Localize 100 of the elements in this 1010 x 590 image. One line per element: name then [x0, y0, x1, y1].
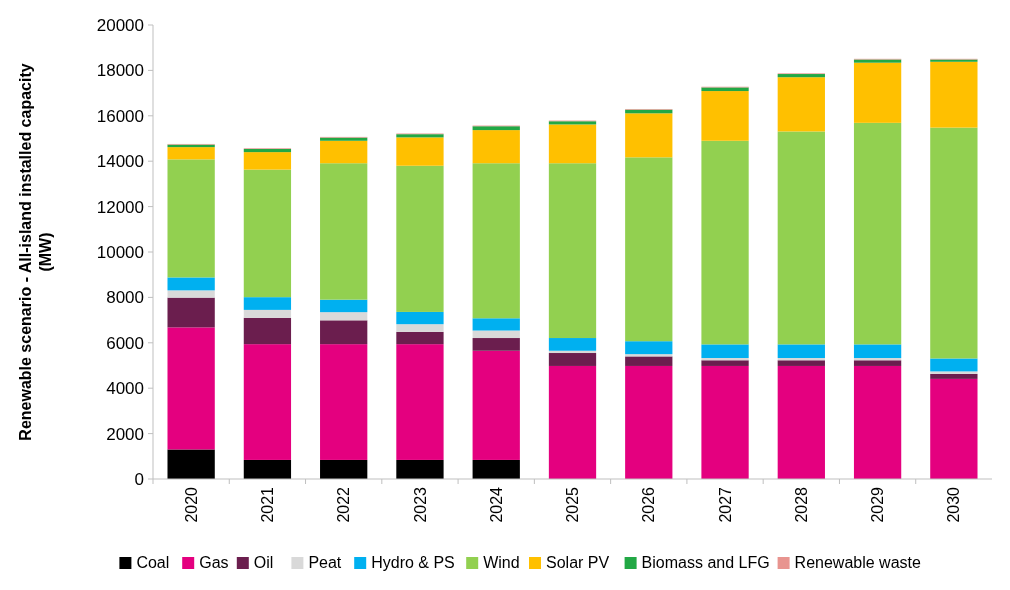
bar: [930, 373, 978, 379]
bar: [625, 356, 673, 366]
x-tick-label: 2027: [716, 486, 734, 523]
bar: [701, 91, 749, 141]
bar: [930, 371, 978, 374]
bar: [243, 169, 292, 298]
bar: [625, 365, 673, 479]
legend-label: Peat: [308, 554, 342, 571]
x-tick-label: 2025: [564, 486, 582, 523]
bar: [625, 341, 673, 355]
bar: [472, 130, 520, 164]
legend-label: Gas: [199, 554, 229, 571]
bar: [320, 299, 368, 313]
bar: [396, 165, 444, 312]
bar: [777, 360, 825, 366]
bar: [625, 157, 673, 342]
bar: [930, 127, 978, 359]
bar: [930, 61, 978, 128]
y-tick-label: 16000: [96, 106, 144, 126]
x-tick-label: 2021: [259, 486, 277, 523]
bar: [167, 449, 215, 479]
bar: [701, 365, 749, 479]
bar: [777, 77, 825, 132]
x-tick-label: 2030: [945, 486, 963, 523]
legend-label: Coal: [136, 554, 170, 571]
bar: [930, 378, 978, 479]
bar: [472, 330, 520, 339]
bar: [396, 311, 444, 325]
bar: [548, 353, 597, 366]
y-tick-label: 18000: [96, 61, 144, 81]
bar: [243, 317, 292, 345]
y-tick-label: 20000: [96, 15, 144, 35]
bar: [701, 358, 749, 361]
bar: [320, 312, 368, 321]
bar: [548, 365, 597, 479]
bar: [472, 350, 520, 460]
legend-label: Biomass and LFG: [641, 554, 770, 571]
bar: [396, 459, 444, 479]
bar: [320, 459, 368, 479]
bar: [243, 297, 292, 310]
bar: [777, 344, 825, 359]
bar: [472, 459, 520, 479]
bar: [167, 277, 215, 291]
bar: [167, 297, 215, 328]
bar: [625, 113, 673, 158]
y-tick-label: 14000: [96, 152, 144, 172]
bar: [548, 124, 597, 164]
bar: [853, 360, 902, 366]
bar: [320, 140, 368, 164]
bar: [472, 126, 520, 131]
bar: [472, 318, 520, 331]
bar: [396, 344, 444, 460]
bar: [167, 290, 215, 298]
x-tick-label: 2022: [335, 486, 353, 523]
x-tick-label: 2023: [411, 486, 429, 523]
bar: [167, 147, 215, 160]
bar: [853, 62, 902, 123]
bar: [701, 87, 749, 92]
bar: [396, 137, 444, 166]
bar: [472, 338, 520, 351]
bar: [853, 122, 902, 345]
bar: [243, 148, 292, 153]
y-tick-label: 0: [134, 469, 144, 489]
x-tick-label: 2026: [640, 486, 658, 523]
bar: [548, 338, 597, 351]
bar: [930, 358, 978, 372]
legend-label: Wind: [483, 554, 520, 571]
y-axis-title: Renewable scenario - All-island installed capacity (MW): [17, 63, 54, 441]
bar: [701, 344, 749, 359]
bar: [396, 324, 444, 332]
y-tick-label: 12000: [96, 197, 144, 217]
legend-label: Solar PV: [546, 554, 610, 571]
legend-label: Hydro & PS: [371, 554, 455, 571]
bar: [396, 331, 444, 345]
bar: [777, 131, 825, 345]
y-tick-label: 8000: [106, 288, 144, 308]
bar: [167, 327, 215, 450]
x-tick-label: 2028: [792, 486, 810, 523]
bar: [320, 344, 368, 460]
bar: [320, 163, 368, 300]
legend-label: Renewable waste: [794, 554, 921, 571]
y-tick-label: 10000: [96, 242, 144, 262]
bar: [777, 365, 825, 479]
bar: [320, 320, 368, 345]
x-tick-label: 2029: [869, 486, 887, 523]
bar: [243, 459, 292, 479]
bar: [243, 309, 292, 318]
bar: [167, 159, 215, 278]
bar: [243, 344, 292, 460]
y-tick-label: 4000: [106, 379, 144, 399]
bar: [472, 163, 520, 319]
x-tick-label: 2020: [182, 486, 200, 523]
x-tick-label: 2024: [487, 486, 505, 523]
bar: [548, 163, 597, 339]
bar: [701, 140, 749, 345]
y-tick-label: 2000: [106, 424, 144, 444]
bar: [853, 344, 902, 359]
y-tick-label: 6000: [106, 333, 144, 353]
legend-label: Oil: [253, 554, 274, 571]
bar: [853, 365, 902, 479]
